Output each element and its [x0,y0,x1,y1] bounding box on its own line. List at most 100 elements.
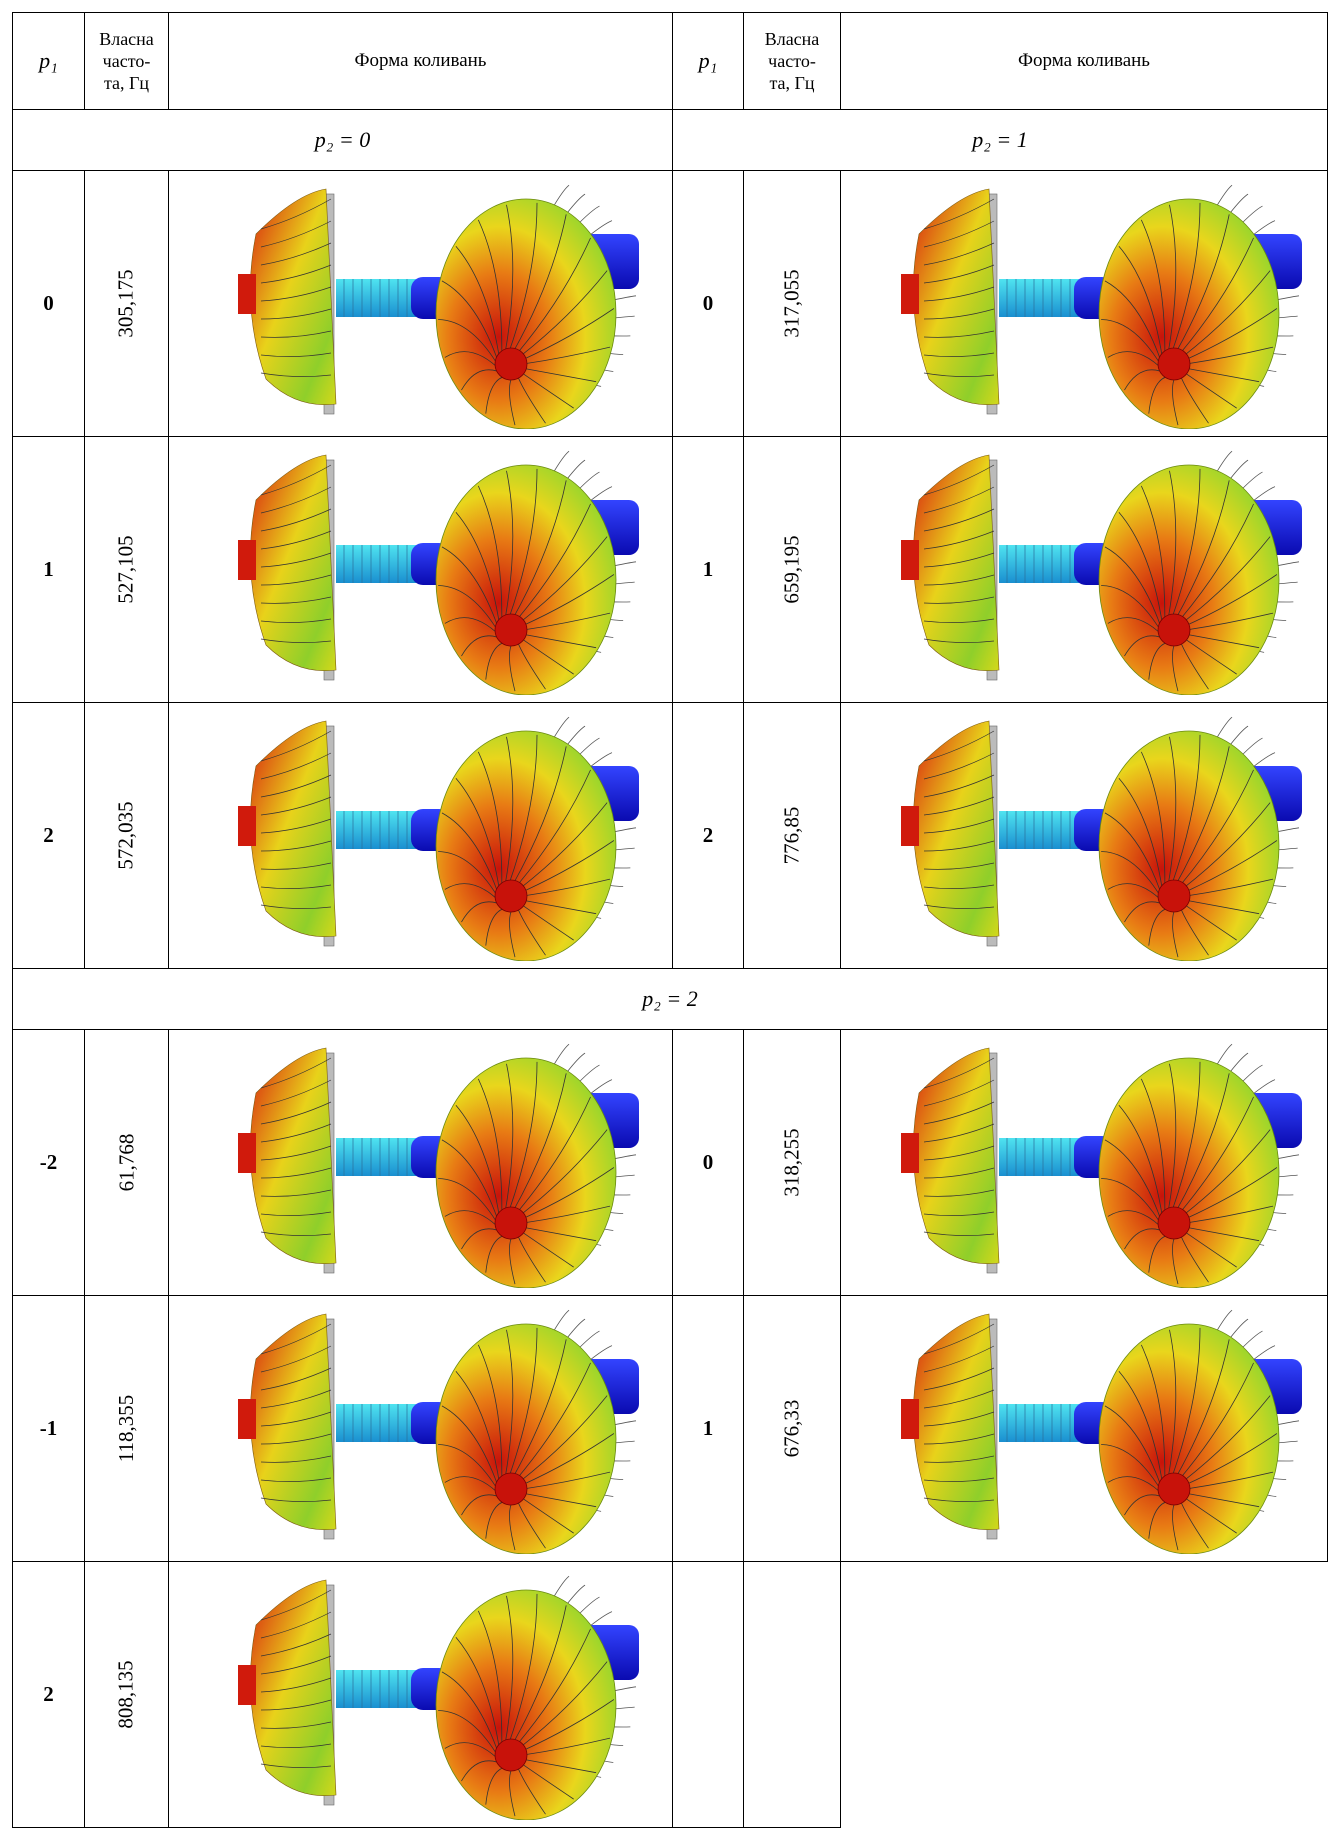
right-hub [1158,1473,1190,1505]
mode-shape-image [849,445,1319,695]
shaft [999,1404,1079,1442]
p1-cell: 0 [13,171,85,437]
section-text: p₂ = 1 [972,127,1028,152]
data-row: 1527,1051659,195 [13,437,1328,703]
header-frequency: Власначасто-та, Гц [85,13,169,110]
right-wheel [1099,1324,1279,1554]
shaft [999,545,1079,583]
header-line: та, Гц [104,73,149,93]
right-wheel [436,199,616,429]
empty-cell [744,1562,841,1828]
mode-cell [169,703,673,969]
modes-table: p₁ Власначасто-та, Гц Форма коливань p₁ … [12,12,1328,1828]
frequency-cell: 776,85 [744,703,841,969]
frequency-cell: 572,035 [85,703,169,969]
header-line: часто- [768,51,816,71]
shaft [999,1138,1079,1176]
left-hub [901,1133,919,1173]
frequency-cell: 317,055 [744,171,841,437]
frequency-text: 572,035 [114,801,139,869]
empty-cell [841,1562,1328,1828]
right-wheel [436,1324,616,1554]
shaft [999,811,1079,849]
mode-shape-image [186,1038,656,1288]
right-hub [1158,1207,1190,1239]
p1-cell: -2 [13,1030,85,1296]
mode-cell [841,703,1328,969]
mode-shape-image [849,711,1319,961]
header-line: Власна [99,29,154,49]
frequency-cell: 61,768 [85,1030,169,1296]
header-p1: p₁ [673,13,744,110]
mode-shape-image [186,711,656,961]
frequency-cell: 676,33 [744,1296,841,1562]
frequency-cell: 318,255 [744,1030,841,1296]
right-wheel [436,465,616,695]
p1-cell: 2 [13,1562,85,1828]
shaft [336,1670,416,1708]
right-wheel [1099,1058,1279,1288]
right-wheel [436,1590,616,1820]
mode-shape-image [849,179,1319,429]
frequency-text: 118,355 [114,1395,139,1462]
left-hub [238,274,256,314]
header-mode: Форма коливань [841,13,1328,110]
right-hub [495,880,527,912]
right-hub [495,1473,527,1505]
header-line: та, Гц [769,73,814,93]
right-hub [495,348,527,380]
mode-cell [841,171,1328,437]
right-hub [495,1739,527,1771]
p1-cell: 1 [13,437,85,703]
mode-cell [169,171,673,437]
shaft [336,1138,416,1176]
shaft [336,545,416,583]
frequency-text: 527,105 [114,535,139,603]
p1-cell: 0 [673,171,744,437]
mode-shape-image [849,1038,1319,1288]
right-hub [1158,880,1190,912]
frequency-text: 318,255 [780,1128,805,1196]
mode-cell [841,1030,1328,1296]
header-row: p₁ Власначасто-та, Гц Форма коливань p₁ … [13,13,1328,110]
p1-cell: 1 [673,1296,744,1562]
section-label: p₂ = 0 [13,110,673,171]
frequency-cell: 808,135 [85,1562,169,1828]
shaft [336,811,416,849]
left-hub [238,1665,256,1705]
left-hub [901,274,919,314]
left-hub [901,806,919,846]
table-body: p₁ Власначасто-та, Гц Форма коливань p₁ … [13,13,1328,1828]
data-row: 2 572,035 2 776,85 [13,703,1328,969]
right-wheel [1099,199,1279,429]
empty-cell [673,1562,744,1828]
left-hub [238,1133,256,1173]
data-row: 0305,1750317,055 [13,171,1328,437]
frequency-text: 776,85 [780,807,805,865]
right-wheel [436,1058,616,1288]
p1-cell: 2 [673,703,744,969]
right-wheel [436,731,616,961]
frequency-text: 676,33 [780,1400,805,1458]
left-hub [238,806,256,846]
mode-shape-image [186,1570,656,1820]
shaft [999,279,1079,317]
right-wheel [1099,731,1279,961]
shaft [336,279,416,317]
header-p1: p₁ [13,13,85,110]
left-hub [238,1399,256,1439]
mode-shape-image [186,179,656,429]
header-mode: Форма коливань [169,13,673,110]
right-hub [1158,348,1190,380]
header-line: часто- [103,51,151,71]
mode-cell [169,437,673,703]
mode-cell [841,437,1328,703]
mode-shape-image [186,1304,656,1554]
mode-shape-image [849,1304,1319,1554]
p1-cell: 2 [13,703,85,969]
frequency-text: 61,768 [114,1134,139,1192]
mode-cell [169,1296,673,1562]
